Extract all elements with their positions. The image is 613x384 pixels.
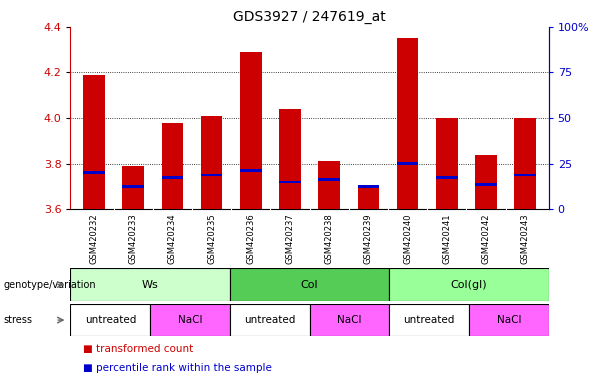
Text: Col: Col	[301, 280, 318, 290]
Text: GSM420233: GSM420233	[129, 214, 138, 265]
Text: GSM420236: GSM420236	[246, 214, 255, 265]
Text: stress: stress	[3, 315, 32, 325]
Bar	[201, 174, 223, 177]
Bar	[230, 268, 389, 301]
Text: NaCl: NaCl	[497, 315, 521, 325]
Text: GSM420232: GSM420232	[89, 214, 99, 264]
Bar	[389, 304, 469, 336]
Bar	[162, 122, 183, 209]
Text: NaCl: NaCl	[337, 315, 362, 325]
Bar	[162, 176, 183, 179]
Text: Col(gl): Col(gl)	[451, 280, 487, 290]
Bar	[70, 268, 230, 301]
Bar	[469, 304, 549, 336]
Text: GSM420239: GSM420239	[364, 214, 373, 264]
Text: untreated: untreated	[244, 315, 295, 325]
Bar	[279, 180, 301, 183]
Bar	[475, 155, 497, 209]
Bar	[240, 169, 262, 172]
Bar	[514, 174, 536, 177]
Bar	[70, 304, 150, 336]
Bar	[357, 185, 379, 188]
Bar	[318, 161, 340, 209]
Text: GSM420243: GSM420243	[520, 214, 530, 264]
Text: GSM420241: GSM420241	[442, 214, 451, 264]
Bar	[123, 166, 144, 209]
Bar	[240, 52, 262, 209]
Text: untreated: untreated	[403, 315, 455, 325]
Bar	[83, 75, 105, 209]
Text: GSM420234: GSM420234	[168, 214, 177, 264]
Text: GSM420237: GSM420237	[286, 214, 294, 265]
Bar	[123, 185, 144, 188]
Text: ■ transformed count: ■ transformed count	[83, 344, 193, 354]
Text: Ws: Ws	[142, 280, 159, 290]
Bar	[436, 176, 457, 179]
Text: GSM420238: GSM420238	[325, 214, 333, 265]
Text: GSM420235: GSM420235	[207, 214, 216, 264]
Text: GSM420242: GSM420242	[481, 214, 490, 264]
Bar	[201, 116, 223, 209]
Text: genotype/variation: genotype/variation	[3, 280, 96, 290]
Text: ■ percentile rank within the sample: ■ percentile rank within the sample	[83, 363, 272, 373]
Bar	[150, 304, 230, 336]
Text: untreated: untreated	[85, 315, 136, 325]
Bar	[230, 304, 310, 336]
Title: GDS3927 / 247619_at: GDS3927 / 247619_at	[233, 10, 386, 25]
Bar	[475, 183, 497, 185]
Bar	[389, 268, 549, 301]
Bar	[436, 118, 457, 209]
Text: NaCl: NaCl	[178, 315, 202, 325]
Bar	[357, 187, 379, 209]
Bar	[397, 162, 418, 165]
Bar	[514, 118, 536, 209]
Bar	[318, 178, 340, 181]
Bar	[397, 38, 418, 209]
Bar	[310, 304, 389, 336]
Text: GSM420240: GSM420240	[403, 214, 412, 264]
Bar	[279, 109, 301, 209]
Bar	[83, 171, 105, 174]
